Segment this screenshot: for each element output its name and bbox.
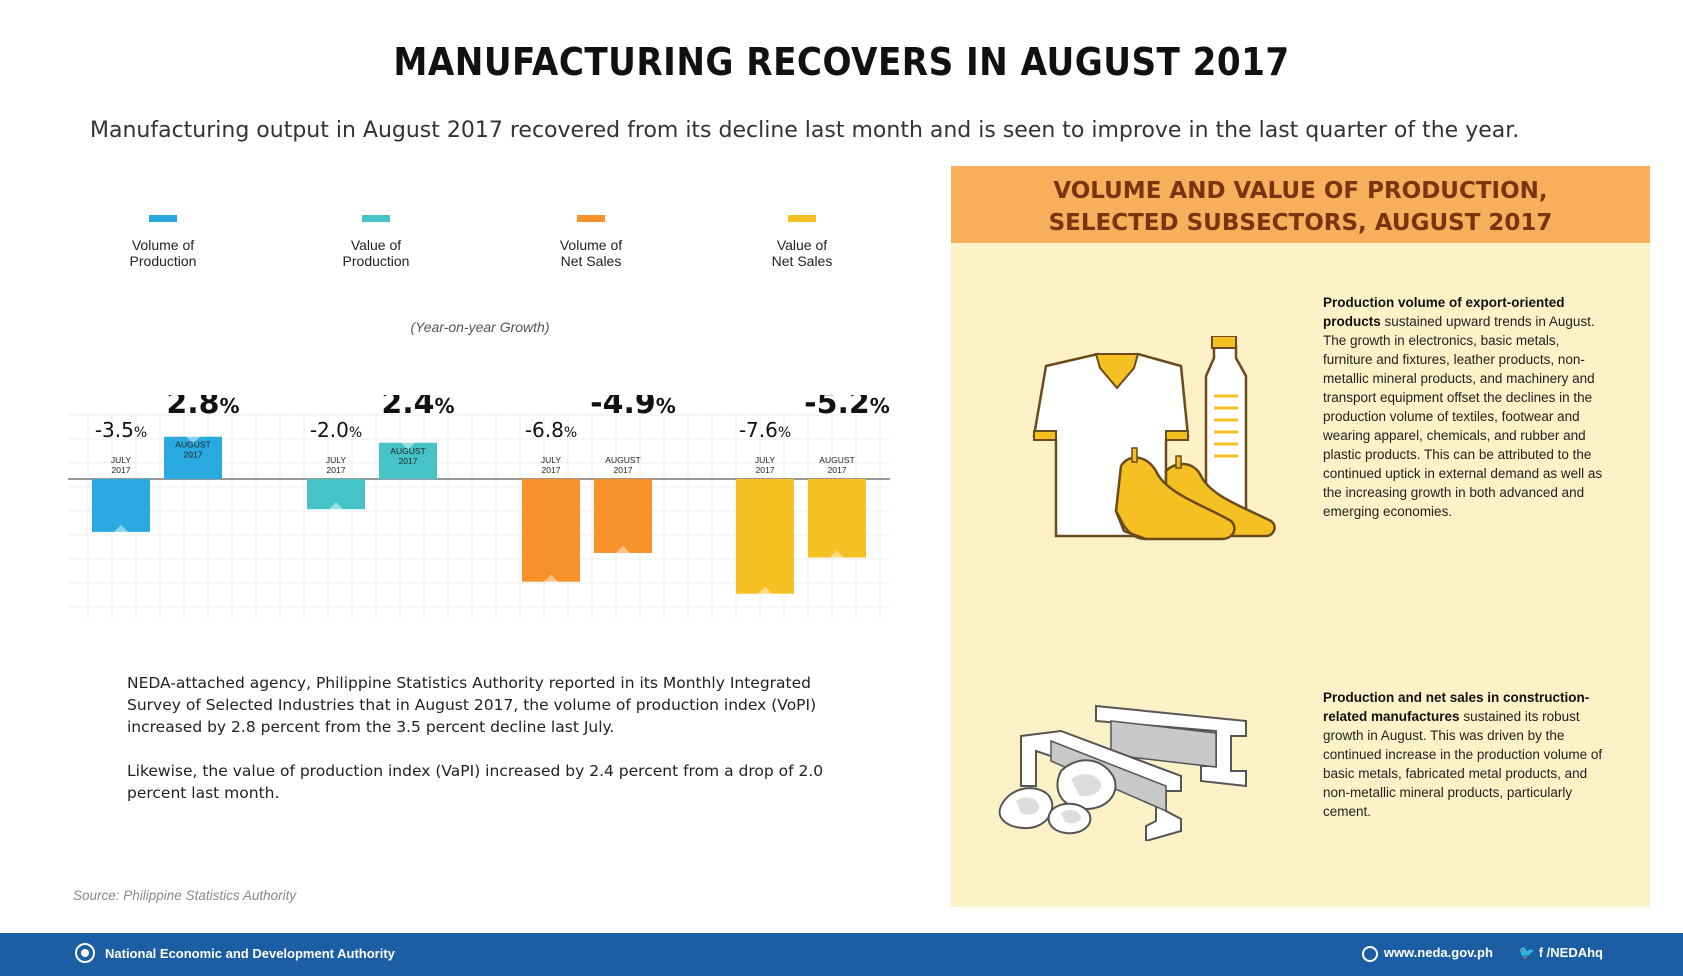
bar-august	[594, 479, 652, 553]
panel-text-construction-bold: Production and net sales in construction…	[1323, 690, 1590, 724]
footer-links: www.neda.gov.ph 🐦 f /NEDAhq	[1361, 945, 1603, 962]
footer-social-link[interactable]: 🐦 f /NEDAhq	[1519, 945, 1603, 961]
data-label: -3.5%	[95, 418, 147, 442]
apparel-footwear-illustration	[1032, 336, 1276, 541]
source-note: Source: Philippine Statistics Authority	[73, 888, 297, 903]
footer-social-text: /NEDAhq	[1546, 945, 1603, 961]
footer-website-text: www.neda.gov.ph	[1383, 945, 1493, 960]
twitter-facebook-icon: 🐦 f	[1518, 945, 1544, 961]
bar-end-marker	[757, 586, 773, 601]
period-label-month: AUGUST	[390, 446, 425, 456]
bar-august	[808, 479, 866, 558]
panel-text-construction: Production and net sales in construction…	[1323, 688, 1603, 821]
data-label: -6.8%	[525, 418, 577, 442]
period-label-year: 2017	[327, 465, 346, 475]
body-paragraph-2: Likewise, the value of production index …	[127, 762, 824, 802]
chart-note: (Year-on-year Growth)	[410, 319, 550, 335]
period-label-year: 2017	[614, 465, 633, 475]
panel-header-line1: VOLUME AND VALUE OF PRODUCTION,	[1053, 178, 1548, 204]
legend-label-line2: Net Sales	[771, 253, 833, 269]
bar-july	[92, 479, 150, 532]
panel-text-construction-body: sustained its robust growth in August. T…	[1323, 709, 1603, 819]
data-label: -5.2%	[804, 395, 890, 421]
period-label-month: AUGUST	[819, 455, 854, 465]
bar-july	[736, 479, 794, 594]
bar-end-marker	[615, 545, 631, 561]
bar-july	[307, 479, 365, 510]
neda-seal-icon	[75, 943, 95, 963]
legend-swatch	[577, 215, 605, 222]
body-paragraph-1: NEDA-attached agency, Philippine Statist…	[127, 674, 817, 736]
panel-header-line2: SELECTED SUBSECTORS, AUGUST 2017	[1048, 210, 1553, 236]
bar-august	[379, 442, 437, 479]
panel-text-export: Production volume of export-oriented pro…	[1323, 293, 1603, 521]
page-title: MANUFACTURING RECOVERS IN AUGUST 2017	[393, 40, 1290, 84]
legend-value-net-sales: Value of Net Sales	[727, 215, 877, 269]
data-label: -7.6%	[739, 418, 791, 442]
page-subtitle: Manufacturing output in August 2017 reco…	[90, 118, 1520, 143]
period-label-year: 2017	[542, 465, 561, 475]
period-label-month: AUGUST	[175, 440, 210, 450]
legend-volume-production: Volume of Production	[88, 215, 238, 269]
subsectors-panel: VOLUME AND VALUE OF PRODUCTION, SELECTED…	[951, 166, 1650, 907]
data-label: -4.9%	[590, 395, 676, 421]
data-label: 2.4%	[381, 395, 454, 421]
period-label-year: 2017	[112, 465, 131, 475]
period-label-year: 2017	[756, 465, 775, 475]
globe-icon	[1361, 945, 1378, 962]
legend-swatch	[362, 215, 390, 222]
bar-end-marker	[328, 502, 344, 517]
panel-text-export-body: sustained upward trends in August. The g…	[1323, 314, 1603, 519]
construction-materials-illustration	[998, 704, 1247, 841]
legend-label-line1: Volume of	[559, 237, 623, 253]
period-label-month: JULY	[755, 455, 775, 465]
bar-end-marker	[185, 429, 201, 444]
bar-end-marker	[400, 435, 416, 450]
panel-text-export-bold: Production volume of export-oriented pro…	[1323, 295, 1565, 329]
data-label: 2.8%	[166, 395, 239, 421]
legend-value-production: Value of Production	[301, 215, 451, 269]
period-label-month: JULY	[541, 455, 561, 465]
bar-august	[164, 436, 222, 479]
legend-volume-net-sales: Volume of Net Sales	[516, 215, 666, 269]
legend-label-line2: Net Sales	[560, 253, 622, 269]
legend-label-line1: Value of	[350, 237, 402, 253]
period-label-year: 2017	[399, 456, 418, 466]
bar-end-marker	[829, 550, 845, 565]
legend-swatch	[788, 215, 816, 222]
bar-end-marker	[543, 574, 559, 589]
legend-swatch	[149, 215, 177, 222]
period-label-year: 2017	[828, 465, 847, 475]
legend-label-line2: Production	[342, 253, 410, 269]
footer-org: National Economic and Development Author…	[75, 943, 395, 963]
period-label-month: JULY	[111, 455, 131, 465]
period-label-month: JULY	[326, 455, 346, 465]
growth-bar-chart: JULY2017-3.5%AUGUST20172.8%JULY2017-2.0%…	[68, 395, 890, 620]
legend-label-line1: Volume of	[131, 237, 195, 253]
footer-bar: National Economic and Development Author…	[0, 933, 1683, 976]
data-label: -2.0%	[310, 418, 362, 442]
bar-july	[522, 479, 580, 582]
footer-website-link[interactable]: www.neda.gov.ph	[1361, 945, 1493, 962]
footer-org-name: National Economic and Development Author…	[105, 945, 395, 961]
period-label-month: AUGUST	[605, 455, 640, 465]
legend-label-line1: Value of	[776, 237, 828, 253]
period-label-year: 2017	[184, 450, 203, 460]
panel-header: VOLUME AND VALUE OF PRODUCTION, SELECTED…	[951, 166, 1650, 243]
legend-label-line2: Production	[129, 253, 197, 269]
